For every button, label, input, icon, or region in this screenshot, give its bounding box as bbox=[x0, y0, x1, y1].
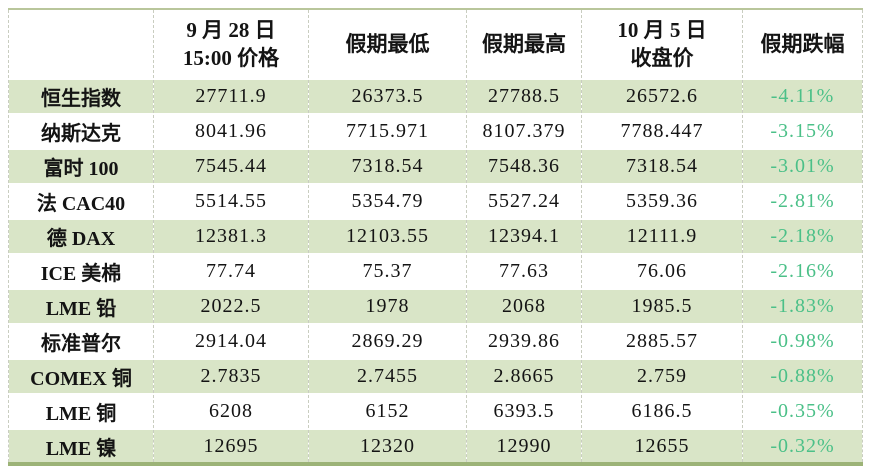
row-label: ICE 美棉 bbox=[8, 254, 154, 289]
cell-price-sep28: 5514.55 bbox=[153, 184, 309, 219]
holiday-markets-table: 9 月 28 日 15:00 价格 假期最低 假期最高 10 月 5 日 收盘价… bbox=[8, 8, 863, 466]
col-header-sep28-price-line1: 9 月 28 日 bbox=[186, 17, 276, 42]
cell-close-oct5: 5359.36 bbox=[581, 184, 743, 219]
cell-holiday-low: 6152 bbox=[308, 394, 467, 429]
cell-price-sep28: 12695 bbox=[153, 429, 309, 464]
cell-holiday-low: 2869.29 bbox=[308, 324, 467, 359]
cell-close-oct5: 1985.5 bbox=[581, 289, 743, 324]
cell-holiday-drop: -3.01% bbox=[742, 149, 863, 184]
cell-price-sep28: 27711.9 bbox=[153, 79, 309, 114]
table-row: LME 铅 2022.5 1978 2068 1985.5 -1.83% bbox=[8, 289, 863, 324]
table-row: 标准普尔 2914.04 2869.29 2939.86 2885.57 -0.… bbox=[8, 324, 863, 359]
row-label: COMEX 铜 bbox=[8, 359, 154, 394]
cell-price-sep28: 12381.3 bbox=[153, 219, 309, 254]
cell-price-sep28: 8041.96 bbox=[153, 114, 309, 149]
col-header-blank bbox=[8, 9, 154, 79]
cell-holiday-high: 6393.5 bbox=[466, 394, 582, 429]
cell-price-sep28: 6208 bbox=[153, 394, 309, 429]
cell-holiday-high: 12990 bbox=[466, 429, 582, 464]
table-row: 纳斯达克 8041.96 7715.971 8107.379 7788.447 … bbox=[8, 114, 863, 149]
row-label: LME 铜 bbox=[8, 394, 154, 429]
cell-holiday-drop: -2.16% bbox=[742, 254, 863, 289]
cell-close-oct5: 7788.447 bbox=[581, 114, 743, 149]
cell-price-sep28: 2914.04 bbox=[153, 324, 309, 359]
holiday-markets-table-wrap: 9 月 28 日 15:00 价格 假期最低 假期最高 10 月 5 日 收盘价… bbox=[8, 8, 863, 466]
cell-holiday-high: 12394.1 bbox=[466, 219, 582, 254]
cell-holiday-high: 27788.5 bbox=[466, 79, 582, 114]
cell-holiday-high: 8107.379 bbox=[466, 114, 582, 149]
cell-close-oct5: 6186.5 bbox=[581, 394, 743, 429]
col-header-oct5-close: 10 月 5 日 收盘价 bbox=[581, 9, 743, 79]
cell-price-sep28: 77.74 bbox=[153, 254, 309, 289]
cell-holiday-low: 1978 bbox=[308, 289, 467, 324]
col-header-oct5-close-line1: 10 月 5 日 bbox=[617, 17, 707, 42]
cell-holiday-low: 5354.79 bbox=[308, 184, 467, 219]
cell-holiday-high: 2939.86 bbox=[466, 324, 582, 359]
col-header-sep28-price-line2: 15:00 价格 bbox=[182, 46, 280, 70]
cell-close-oct5: 7318.54 bbox=[581, 149, 743, 184]
header-row: 9 月 28 日 15:00 价格 假期最低 假期最高 10 月 5 日 收盘价… bbox=[8, 9, 863, 79]
cell-holiday-drop: -0.32% bbox=[742, 429, 863, 464]
table-row: LME 铜 6208 6152 6393.5 6186.5 -0.35% bbox=[8, 394, 863, 429]
cell-price-sep28: 2022.5 bbox=[153, 289, 309, 324]
cell-close-oct5: 2.759 bbox=[581, 359, 743, 394]
table-row: 恒生指数 27711.9 26373.5 27788.5 26572.6 -4.… bbox=[8, 79, 863, 114]
cell-price-sep28: 2.7835 bbox=[153, 359, 309, 394]
table-row: 法 CAC40 5514.55 5354.79 5527.24 5359.36 … bbox=[8, 184, 863, 219]
table-row: LME 镍 12695 12320 12990 12655 -0.32% bbox=[8, 429, 863, 464]
row-label: 纳斯达克 bbox=[8, 114, 154, 149]
cell-holiday-low: 7318.54 bbox=[308, 149, 467, 184]
cell-holiday-drop: -2.81% bbox=[742, 184, 863, 219]
cell-close-oct5: 76.06 bbox=[581, 254, 743, 289]
col-header-holiday-high: 假期最高 bbox=[466, 9, 582, 79]
row-label: 富时 100 bbox=[8, 149, 154, 184]
cell-holiday-high: 5527.24 bbox=[466, 184, 582, 219]
row-label: 标准普尔 bbox=[8, 324, 154, 359]
row-label: 法 CAC40 bbox=[8, 184, 154, 219]
cell-holiday-low: 12103.55 bbox=[308, 219, 467, 254]
table-row: 富时 100 7545.44 7318.54 7548.36 7318.54 -… bbox=[8, 149, 863, 184]
cell-holiday-low: 26373.5 bbox=[308, 79, 467, 114]
cell-close-oct5: 26572.6 bbox=[581, 79, 743, 114]
table-row: 德 DAX 12381.3 12103.55 12394.1 12111.9 -… bbox=[8, 219, 863, 254]
row-label: 德 DAX bbox=[8, 219, 154, 254]
col-header-sep28-price: 9 月 28 日 15:00 价格 bbox=[153, 9, 309, 79]
cell-holiday-low: 2.7455 bbox=[308, 359, 467, 394]
cell-holiday-high: 7548.36 bbox=[466, 149, 582, 184]
cell-price-sep28: 7545.44 bbox=[153, 149, 309, 184]
cell-holiday-drop: -0.98% bbox=[742, 324, 863, 359]
row-label: LME 铅 bbox=[8, 289, 154, 324]
table-row: COMEX 铜 2.7835 2.7455 2.8665 2.759 -0.88… bbox=[8, 359, 863, 394]
cell-holiday-high: 2.8665 bbox=[466, 359, 582, 394]
cell-holiday-low: 75.37 bbox=[308, 254, 467, 289]
cell-holiday-low: 7715.971 bbox=[308, 114, 467, 149]
cell-holiday-low: 12320 bbox=[308, 429, 467, 464]
col-header-holiday-drop: 假期跌幅 bbox=[742, 9, 863, 79]
cell-holiday-drop: -2.18% bbox=[742, 219, 863, 254]
cell-holiday-drop: -0.88% bbox=[742, 359, 863, 394]
cell-close-oct5: 2885.57 bbox=[581, 324, 743, 359]
row-label: 恒生指数 bbox=[8, 79, 154, 114]
cell-holiday-high: 77.63 bbox=[466, 254, 582, 289]
table-row: ICE 美棉 77.74 75.37 77.63 76.06 -2.16% bbox=[8, 254, 863, 289]
cell-holiday-drop: -3.15% bbox=[742, 114, 863, 149]
col-header-holiday-low: 假期最低 bbox=[308, 9, 467, 79]
cell-holiday-high: 2068 bbox=[466, 289, 582, 324]
cell-close-oct5: 12111.9 bbox=[581, 219, 743, 254]
col-header-oct5-close-line2: 收盘价 bbox=[630, 46, 694, 70]
cell-holiday-drop: -0.35% bbox=[742, 394, 863, 429]
cell-holiday-drop: -1.83% bbox=[742, 289, 863, 324]
row-label: LME 镍 bbox=[8, 429, 154, 464]
cell-holiday-drop: -4.11% bbox=[742, 79, 863, 114]
cell-close-oct5: 12655 bbox=[581, 429, 743, 464]
